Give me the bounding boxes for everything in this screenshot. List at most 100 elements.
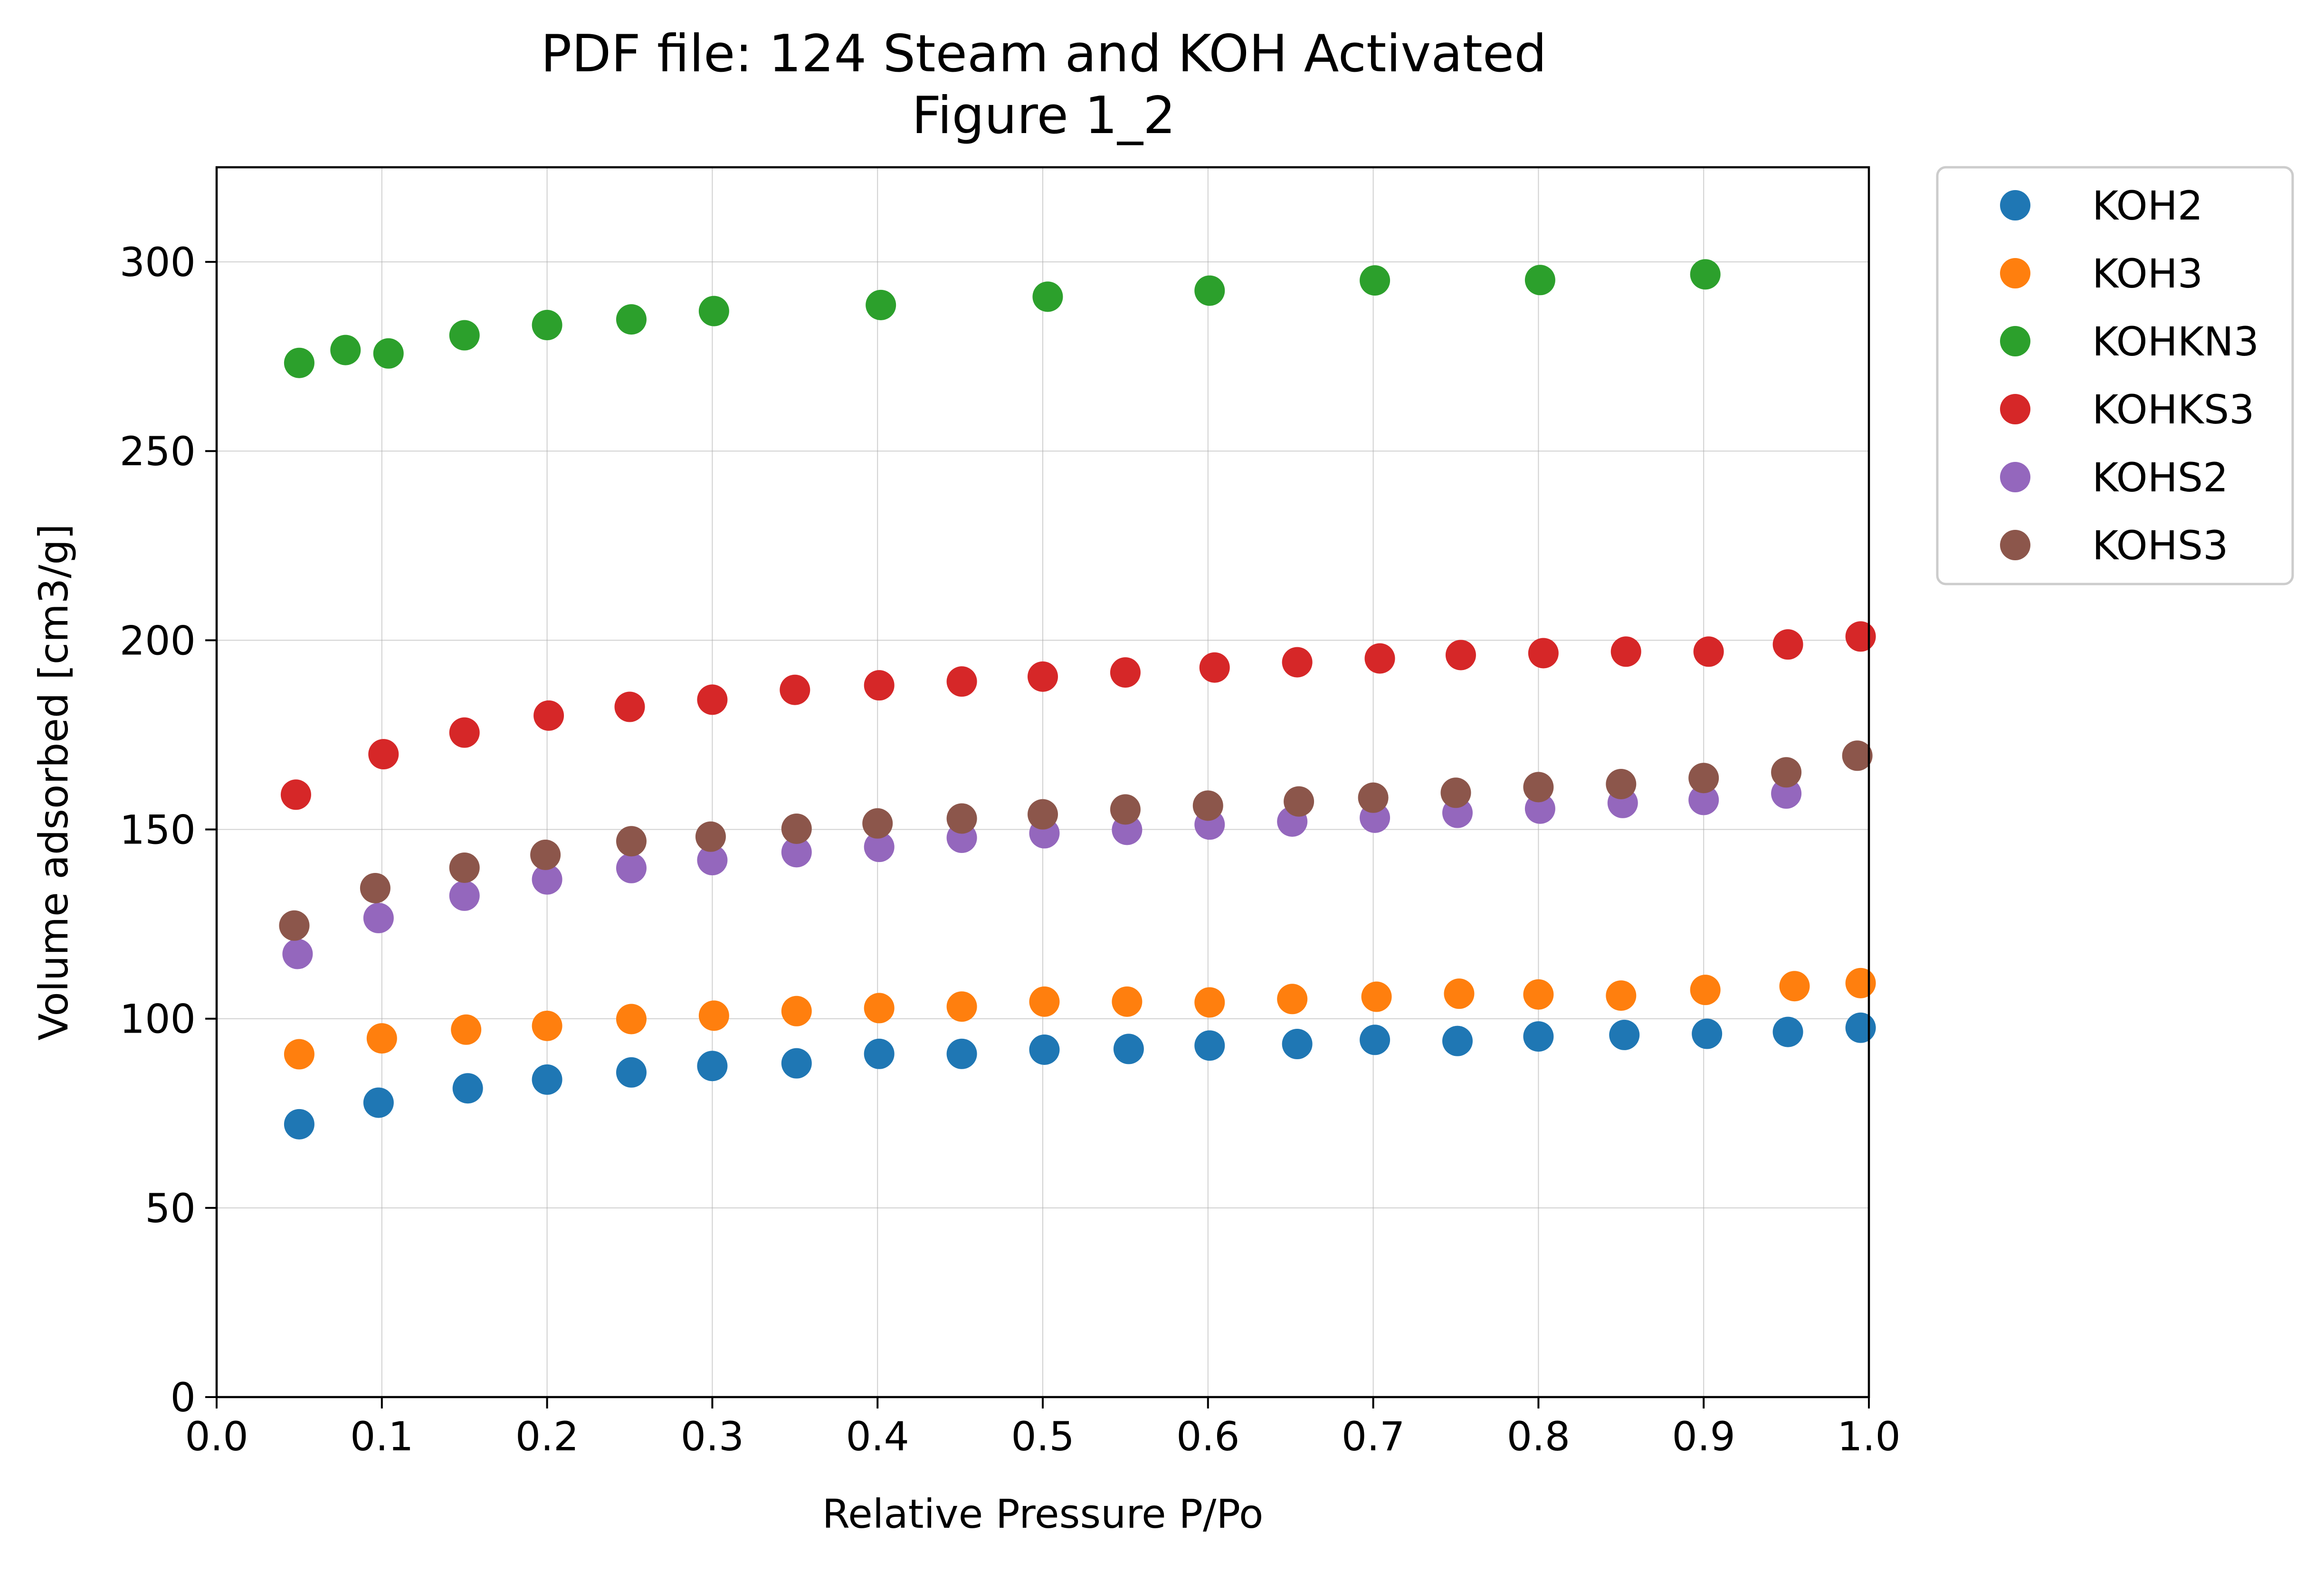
- data-point: [614, 691, 645, 722]
- data-point: [697, 684, 728, 715]
- chart-title: PDF file: 124 Steam and KOH Activated: [541, 24, 1547, 84]
- data-point: [373, 338, 404, 369]
- legend-marker: [2000, 190, 2030, 220]
- series-koh3: [284, 968, 1876, 1070]
- data-point: [781, 1048, 812, 1079]
- data-point: [1029, 986, 1060, 1017]
- legend-label: KOH3: [2092, 250, 2203, 297]
- data-point: [864, 1038, 895, 1069]
- legend-marker: [2000, 530, 2030, 560]
- legend: KOH2 KOH3 KOHKN3 KOHKS3 KOHS2 KOHS3: [1936, 166, 2294, 585]
- data-point: [1523, 1021, 1554, 1052]
- data-point: [1110, 794, 1141, 825]
- x-tick-label: 0.2: [515, 1413, 579, 1460]
- data-point: [864, 832, 895, 862]
- data-point: [280, 779, 311, 810]
- data-points: [279, 259, 1876, 1140]
- data-point: [1282, 1029, 1313, 1060]
- data-point: [1029, 1034, 1060, 1065]
- legend-marker: [2000, 326, 2030, 356]
- series-kohkn3: [284, 259, 1721, 378]
- data-point: [1688, 763, 1719, 794]
- data-point: [1028, 661, 1058, 692]
- data-point: [1606, 980, 1637, 1011]
- data-point: [284, 1039, 314, 1070]
- series-kohks3: [280, 621, 1876, 810]
- data-point: [1690, 259, 1721, 290]
- x-tick-label: 0.8: [1507, 1413, 1571, 1460]
- y-tick-label: 100: [120, 996, 196, 1043]
- legend-marker: [2000, 394, 2030, 424]
- data-point: [1845, 1012, 1876, 1043]
- data-point: [864, 670, 895, 701]
- x-tick-label: 0.6: [1176, 1413, 1240, 1460]
- series-kohs3: [279, 740, 1873, 941]
- data-point: [946, 666, 977, 697]
- data-point: [330, 335, 361, 365]
- chart-subtitle: Figure 1_2: [912, 86, 1176, 145]
- data-point: [1524, 265, 1555, 296]
- series-kohs2: [282, 778, 1802, 969]
- axis-ticks: 0.0 0.1 0.2 0.3 0.4 0.5 0.6 0.7 0.8 0.9 1.0 0 50 100 1…: [120, 239, 1901, 1460]
- y-axis-label: Volume adsorbed [cm3/g]: [30, 524, 77, 1040]
- data-point: [1028, 799, 1058, 830]
- data-point: [946, 991, 977, 1022]
- data-point: [279, 910, 310, 941]
- x-tick-label: 0.1: [350, 1413, 414, 1460]
- data-point: [532, 864, 562, 895]
- data-point: [616, 826, 647, 857]
- data-point: [532, 310, 562, 341]
- data-point: [1609, 1019, 1640, 1050]
- data-point: [1358, 782, 1389, 813]
- data-point: [1610, 636, 1641, 667]
- data-point: [284, 347, 314, 378]
- data-point: [366, 1023, 397, 1054]
- data-point: [284, 1109, 314, 1140]
- x-tick-label: 0.5: [1011, 1413, 1075, 1460]
- data-point: [864, 993, 895, 1024]
- data-point: [449, 717, 480, 748]
- data-point: [946, 1038, 977, 1069]
- data-point: [1772, 629, 1803, 660]
- y-tick-label: 150: [120, 807, 196, 853]
- data-point: [1282, 647, 1313, 678]
- legend-frame: [1936, 166, 2294, 585]
- data-point: [282, 939, 313, 969]
- legend-label: KOHKS3: [2092, 386, 2255, 433]
- data-point: [616, 853, 647, 883]
- data-point: [1690, 975, 1721, 1006]
- data-point: [616, 1057, 647, 1088]
- data-point: [1693, 636, 1724, 667]
- x-axis-label: Relative Pressure P/Po: [822, 1491, 1264, 1537]
- data-point: [1360, 265, 1391, 296]
- data-point: [946, 803, 977, 834]
- data-point: [697, 1051, 728, 1082]
- data-point: [1771, 778, 1802, 809]
- data-point: [368, 739, 399, 770]
- data-point: [1444, 978, 1475, 1009]
- y-tick-label: 250: [120, 428, 196, 475]
- data-point: [363, 1087, 394, 1118]
- legend-marker: [2000, 258, 2030, 288]
- data-point: [698, 296, 729, 326]
- data-point: [1361, 981, 1392, 1012]
- data-point: [360, 872, 391, 903]
- data-point: [1199, 652, 1230, 683]
- data-point: [1192, 790, 1223, 821]
- data-point: [1440, 777, 1471, 808]
- data-point: [451, 1014, 482, 1045]
- data-point: [1360, 1025, 1391, 1055]
- x-tick-label: 0.3: [681, 1413, 744, 1460]
- data-point: [533, 700, 564, 731]
- data-point: [532, 1010, 562, 1041]
- data-point: [695, 821, 726, 852]
- data-point: [616, 304, 647, 335]
- x-tick-label: 1.0: [1837, 1413, 1901, 1460]
- legend-label: KOHKN3: [2092, 318, 2259, 365]
- data-point: [449, 880, 480, 911]
- data-point: [1113, 1034, 1144, 1064]
- legend-items: KOH2 KOH3 KOHKN3 KOHKS3 KOHS2 KOHS3: [2000, 182, 2259, 569]
- data-point: [1845, 968, 1876, 998]
